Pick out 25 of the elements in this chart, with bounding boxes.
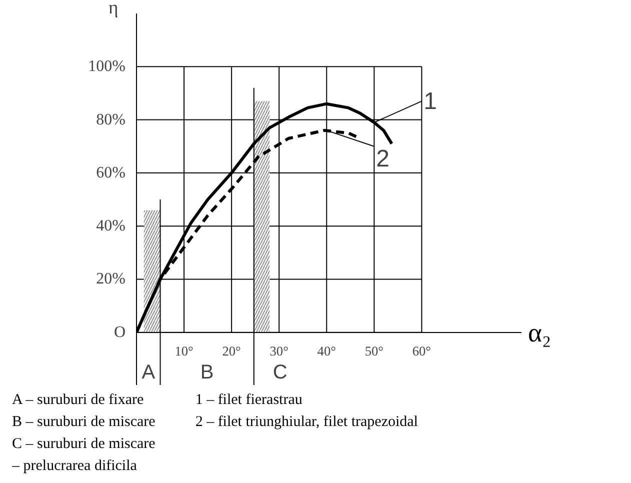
x-axis-title: α₂ <box>528 317 552 348</box>
x-tick-label: 60° <box>412 343 432 358</box>
text: – prelucrarea dificila <box>12 457 138 476</box>
y-axis-title: η <box>108 0 118 18</box>
y-tick-label: 40% <box>96 218 126 235</box>
text: A – suruburi de fixare <box>12 391 145 410</box>
annotation: A <box>142 362 156 384</box>
text: B – suruburi de miscare <box>12 413 156 432</box>
y-tick-label: 80% <box>96 111 126 128</box>
annotation: 2 <box>376 145 390 172</box>
x-tick-label: 20° <box>222 343 241 358</box>
x-tick-label: 50° <box>364 343 384 358</box>
y-tick-label: 20% <box>96 270 126 288</box>
annotation: 1 <box>424 88 438 116</box>
y-tick-label: O <box>114 324 126 341</box>
x-tick-label: 10° <box>174 343 194 358</box>
text: 1 – filet fierastrau <box>195 391 304 410</box>
annotation: B <box>200 362 214 384</box>
x-tick-label: 30° <box>270 343 288 358</box>
y-tick-label: 100% <box>88 58 126 76</box>
annotation: C <box>272 362 288 384</box>
text: 2 – filet triunghiular, filet trapezoidal <box>195 413 418 432</box>
text: C – suruburi de miscare <box>12 435 156 454</box>
y-tick-label: 60% <box>96 164 126 182</box>
x-tick-label: 40° <box>317 343 336 358</box>
